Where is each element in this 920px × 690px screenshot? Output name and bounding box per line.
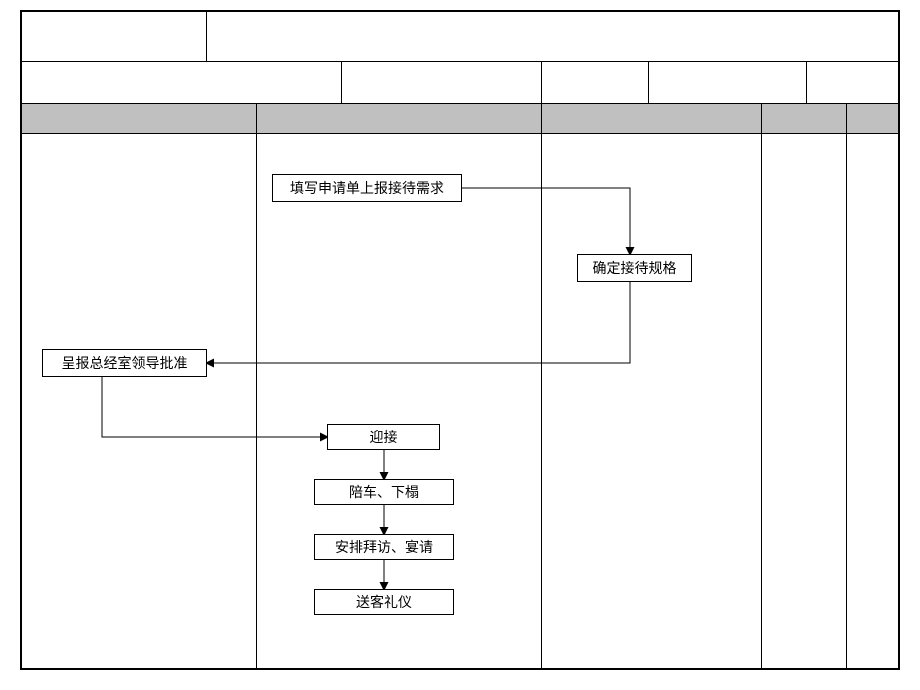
header2-cell2 — [342, 62, 542, 104]
flow-node-n7: 送客礼仪 — [314, 589, 454, 615]
flow-node-n6: 安排拜访、宴请 — [314, 534, 454, 560]
flow-node-n4: 迎接 — [327, 424, 440, 450]
flow-node-n3: 呈报总经室领导批准 — [42, 349, 207, 377]
header-row-2 — [22, 62, 898, 104]
header-row-1 — [22, 12, 898, 62]
flow-edge-1 — [207, 282, 630, 363]
gray-band — [22, 104, 898, 134]
flow-edge-0 — [462, 188, 630, 254]
flow-node-n2: 确定接待规格 — [577, 254, 692, 282]
flow-node-n1: 填写申请单上报接待需求 — [272, 174, 462, 202]
header1-cell1 — [22, 12, 207, 62]
header2-cell4 — [649, 62, 807, 104]
header2-cell3 — [542, 62, 649, 104]
flow-edges — [22, 134, 898, 668]
gray-col3 — [542, 104, 762, 134]
flowchart-area: 填写申请单上报接待需求确定接待规格呈报总经室领导批准迎接陪车、下榻安排拜访、宴请… — [22, 134, 898, 668]
gray-col4 — [762, 104, 847, 134]
header2-cell1 — [22, 62, 342, 104]
gray-col2 — [257, 104, 542, 134]
flow-edge-2 — [102, 377, 327, 437]
diagram-container: 填写申请单上报接待需求确定接待规格呈报总经室领导批准迎接陪车、下榻安排拜访、宴请… — [20, 10, 900, 670]
gray-col1 — [22, 104, 257, 134]
flow-node-n5: 陪车、下榻 — [314, 479, 454, 505]
